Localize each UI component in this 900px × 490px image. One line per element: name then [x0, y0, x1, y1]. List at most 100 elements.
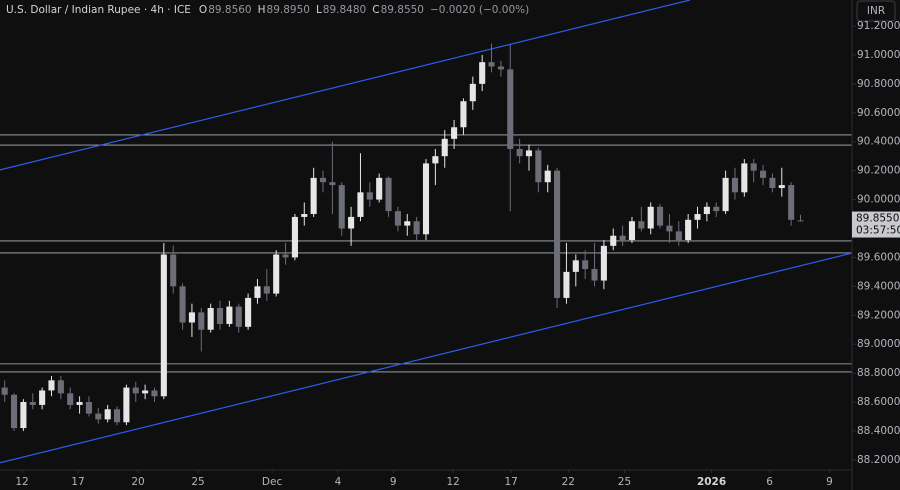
- x-tick-label: 20: [131, 476, 144, 488]
- trendline: [0, 0, 691, 171]
- y-tick-label: 89.4000: [857, 280, 900, 292]
- candle-body: [731, 177, 739, 193]
- x-tick-label: 6: [766, 476, 773, 488]
- candle-body: [48, 380, 55, 391]
- x-tick-label: 25: [191, 476, 204, 488]
- candle-body: [694, 214, 701, 220]
- x-tick-label: 22: [562, 476, 575, 488]
- candle-body: [788, 185, 795, 220]
- candle-body: [685, 219, 692, 241]
- candle-body: [675, 231, 682, 241]
- candle-body: [451, 127, 458, 139]
- candle-body: [235, 306, 242, 327]
- candle-body: [750, 163, 757, 171]
- candle-body: [610, 235, 617, 246]
- candle-body: [497, 66, 504, 70]
- candle-body: [563, 271, 570, 298]
- candle-body: [67, 393, 74, 405]
- last-price: 89.8550: [856, 213, 899, 225]
- symbol: U.S. Dollar / Indian Rupee · 4h · ICE: [6, 4, 191, 16]
- x-tick-label: 17: [71, 476, 84, 488]
- candle-body: [554, 170, 561, 298]
- candle-body: [394, 211, 401, 226]
- candle-body: [741, 163, 748, 193]
- y-tick-label: 90.0000: [857, 194, 900, 206]
- candle-body: [413, 221, 420, 235]
- candle-body: [282, 254, 289, 258]
- y-tick-label: 89.2000: [857, 309, 900, 321]
- candle-body: [160, 254, 167, 397]
- candle-body: [778, 185, 785, 188]
- currency-button[interactable]: [856, 0, 896, 22]
- candle-body: [301, 214, 308, 217]
- x-tick-label: 12: [15, 476, 28, 488]
- y-tick-label: 88.2000: [857, 454, 900, 466]
- x-tick-label: 17: [505, 476, 518, 488]
- ohlc-key: C: [372, 4, 379, 16]
- candle-body: [572, 260, 579, 272]
- currency[interactable]: INR: [867, 5, 885, 17]
- candle-body: [207, 308, 214, 330]
- y-tick-label: 89.6000: [857, 251, 900, 263]
- candle-body: [151, 390, 158, 397]
- ohlc-value: 89.8550: [381, 4, 424, 16]
- candle-body: [188, 312, 195, 323]
- plot-area: [0, 0, 852, 464]
- x-tick-label: Dec: [262, 476, 283, 488]
- candle-body: [469, 83, 476, 102]
- candle-body: [376, 177, 383, 200]
- y-tick-label: 89.0000: [857, 338, 900, 350]
- candle-body: [488, 62, 495, 67]
- x-tick-label: 25: [618, 476, 631, 488]
- y-tick-label: 91.2000: [857, 20, 900, 32]
- candle-body: [29, 402, 36, 405]
- y-tick-label: 90.6000: [857, 107, 900, 119]
- candle-body: [113, 409, 121, 423]
- y-tick-label: 90.4000: [857, 136, 900, 148]
- candle-body: [544, 170, 551, 183]
- candle-body: [226, 306, 233, 324]
- candle-body: [582, 260, 589, 269]
- candle-body: [432, 156, 439, 164]
- candle-body: [319, 177, 327, 183]
- candle-body: [591, 268, 598, 281]
- change: −0.0020 (−0.00%): [430, 4, 529, 16]
- candle-body: [357, 192, 364, 217]
- candle-body: [422, 163, 430, 235]
- candle-body: [170, 254, 177, 287]
- candle-body: [769, 177, 776, 188]
- candle-body: [291, 216, 298, 258]
- candle-body: [666, 225, 673, 232]
- candle-body: [273, 254, 280, 294]
- candle-body: [85, 402, 92, 414]
- last-price-box: [852, 211, 900, 238]
- candle-body: [20, 402, 27, 429]
- candle-body: [132, 387, 139, 394]
- candle-body: [441, 138, 448, 157]
- candle-body: [104, 409, 111, 420]
- y-tick-label: 88.6000: [857, 396, 900, 408]
- candle-body: [216, 308, 224, 324]
- x-tick-label: 4: [335, 476, 342, 488]
- candle-body: [638, 221, 645, 229]
- candle-body: [619, 235, 626, 241]
- candle-body: [76, 402, 83, 405]
- trendline: [0, 252, 852, 464]
- candle-body: [713, 206, 720, 212]
- y-tick-label: 90.8000: [857, 78, 900, 90]
- ohlc-key: O: [199, 4, 207, 16]
- candle-body: [600, 245, 607, 281]
- y-tick-label: 90.2000: [857, 165, 900, 177]
- candle-body: [460, 101, 467, 128]
- candle-body: [703, 206, 710, 215]
- candle-body: [329, 182, 336, 186]
- candle-body: [657, 206, 664, 226]
- ohlc-value: 89.8560: [208, 4, 251, 16]
- candle-body: [647, 206, 654, 229]
- ohlc-key: L: [316, 4, 322, 16]
- x-tick-label: 12: [446, 476, 459, 488]
- candle-body: [722, 177, 729, 212]
- candle-body: [507, 69, 514, 149]
- candle-body: [366, 192, 373, 200]
